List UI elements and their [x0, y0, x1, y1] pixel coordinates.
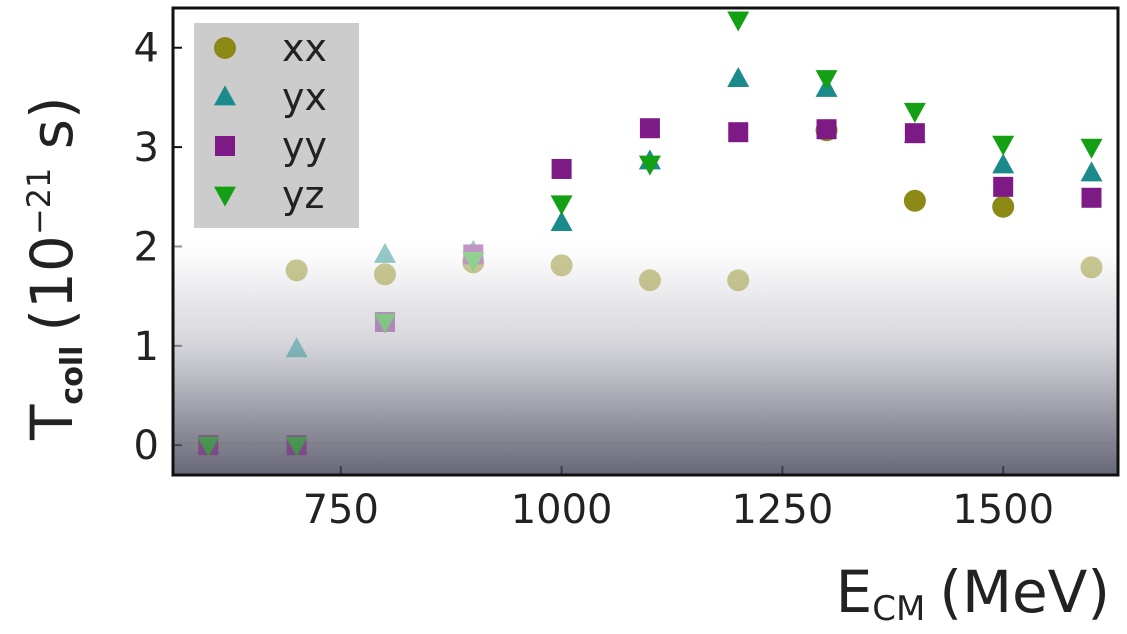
y-axis-label-unit-pre: (10	[18, 235, 86, 331]
data-point-yx	[992, 153, 1015, 174]
data-point-yz	[903, 102, 926, 123]
y-axis: 0 1 2 3 4	[134, 26, 182, 469]
data-point-yy	[904, 123, 925, 144]
plot-shade	[173, 237, 1118, 475]
x-tick-label: 1500	[952, 487, 1054, 533]
y-tick-label: 3	[134, 125, 159, 171]
data-point-xx	[903, 189, 926, 212]
data-point-yx	[727, 66, 750, 87]
data-point-xx	[992, 195, 1015, 218]
data-point-yy	[816, 119, 837, 140]
x-tick-label: 1250	[731, 487, 833, 533]
data-point-yy	[728, 122, 749, 143]
data-point-yz	[638, 155, 661, 176]
lower-wash	[173, 237, 1118, 475]
y-tick-label: 1	[134, 324, 159, 370]
x-axis: 750 1000 1250 1500	[303, 466, 1054, 533]
legend-label-yz: yz	[282, 173, 324, 217]
legend-marker-yz	[214, 186, 236, 207]
data-point-yy	[993, 176, 1014, 197]
legend-label-xx: xx	[282, 26, 327, 70]
x-axis-label-main: E	[836, 558, 873, 626]
legend-marker-yx	[214, 85, 236, 106]
data-point-yz	[992, 135, 1015, 156]
data-point-yy	[639, 118, 660, 139]
data-point-yz	[1080, 138, 1103, 159]
legend-marker-yy	[215, 136, 235, 156]
y-axis-label-main: T	[18, 404, 86, 441]
legend-marker-xx	[214, 37, 236, 59]
y-tick-label: 4	[134, 26, 159, 72]
legend: xx yx yy yz	[194, 23, 359, 228]
legend-label-yx: yx	[282, 75, 327, 119]
x-axis-label-unit: (MeV)	[939, 558, 1110, 626]
data-point-yz	[727, 11, 750, 32]
y-tick-label: 2	[134, 224, 159, 270]
data-point-yy	[551, 158, 572, 179]
data-point-yy	[1081, 187, 1102, 208]
legend-label-yy: yy	[282, 124, 327, 168]
data-point-yz	[550, 195, 573, 216]
y-tick-label: 0	[134, 423, 159, 469]
x-axis-label-subscript: CM	[872, 589, 925, 629]
x-axis-label: ECM (MeV)	[836, 558, 1110, 629]
y-axis-label-unit-exp: −21	[20, 168, 58, 236]
y-axis-label-unit-post: s)	[18, 96, 86, 167]
y-axis-label: Tcoll (10−21 s)	[18, 96, 90, 441]
data-point-yx	[550, 211, 573, 232]
data-point-yx	[1080, 161, 1103, 182]
plot-frame	[171, 6, 1120, 477]
y-axis-label-subscript: coll	[55, 346, 90, 405]
data-point-yz	[815, 70, 838, 91]
x-tick-label: 750	[303, 487, 379, 533]
x-tick-label: 1000	[511, 487, 613, 533]
